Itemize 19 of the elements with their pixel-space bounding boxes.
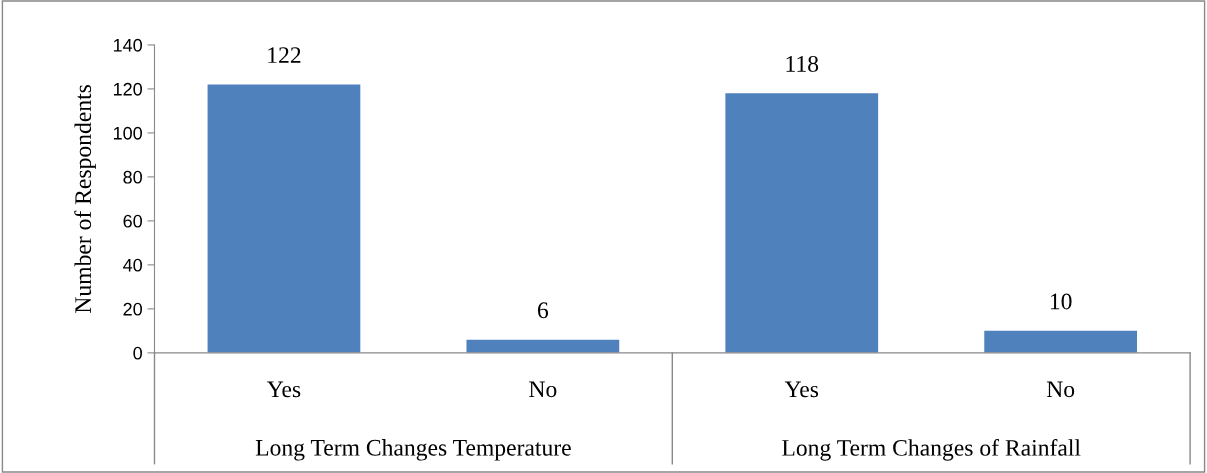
x-tick-label: No xyxy=(1046,381,1075,398)
y-tick-label: 20 xyxy=(123,302,142,316)
data-label: 122 xyxy=(268,47,301,63)
y-tick-label: 40 xyxy=(123,258,142,272)
y-tick-label: 80 xyxy=(123,170,142,184)
y-tick-label: 60 xyxy=(123,214,142,228)
data-label: 10 xyxy=(1050,293,1072,310)
y-tick-label: 0 xyxy=(133,346,142,360)
x-tick-label: No xyxy=(529,381,557,398)
y-tick-label: 100 xyxy=(113,126,142,140)
data-label: 118 xyxy=(786,55,819,72)
x-tick-label: Yes xyxy=(267,381,301,398)
x-tick-label: Yes xyxy=(784,381,819,398)
y-tick-label: 140 xyxy=(113,38,142,52)
y-tick-label: 120 xyxy=(113,82,142,96)
y-axis-title: Number of Respondents xyxy=(74,85,96,313)
data-label: 6 xyxy=(537,302,549,319)
text: Long Term Changes of Rainfall xyxy=(782,438,1081,461)
text: Long Term Changes Temperature xyxy=(255,439,571,461)
